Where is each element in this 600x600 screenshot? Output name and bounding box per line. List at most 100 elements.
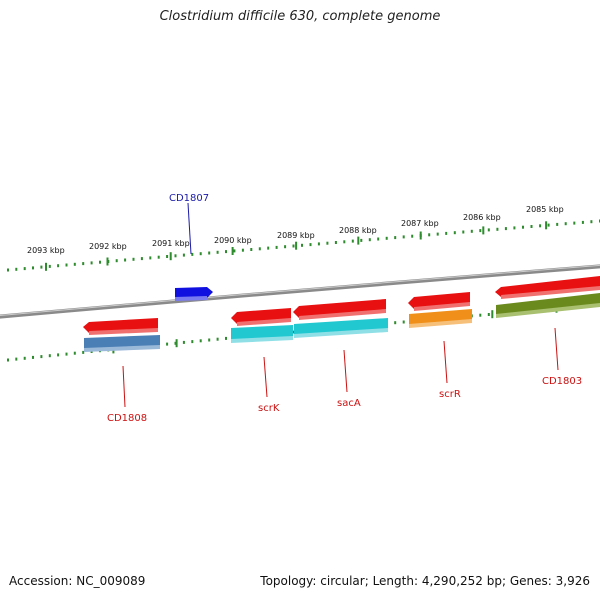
minor-tick [326,241,329,245]
scale-label-2087: 2087 kbp [401,219,439,228]
genome-stats: Topology: circular; Length: 4,290,252 bp… [260,574,590,588]
minor-tick [377,237,380,241]
major-tick [482,226,485,235]
minor-tick [581,220,584,224]
gene-sacA[interactable] [293,299,388,338]
minor-tick [65,263,68,267]
major-tick [545,221,548,230]
minor-tick [267,246,270,250]
minor-tick [445,231,448,235]
minor-tick [57,264,60,268]
gene-CD1808[interactable] [83,318,160,352]
minor-tick [48,264,51,268]
minor-tick [292,244,295,248]
gene-CD1803[interactable] [495,276,600,318]
major-tick [491,310,494,319]
minor-tick [208,338,211,342]
gene-scrK[interactable] [231,308,293,343]
length-label: Length: [372,574,419,588]
minor-tick [174,341,177,345]
gene-CD1808-leader [122,365,126,408]
topology-value: circular [320,574,365,588]
minor-tick [462,230,465,234]
minor-tick [32,266,34,270]
minor-tick [522,225,524,229]
gene-scrR-leader [443,340,448,384]
minor-tick [216,250,219,254]
minor-tick [15,357,18,361]
minor-tick [275,245,278,249]
major-tick [169,252,172,261]
gene-CD1807-leader [187,202,192,255]
minor-tick [556,222,559,226]
minor-tick [157,255,160,259]
minor-tick [7,358,9,362]
minor-tick [99,260,101,264]
accession-label: Accession: [9,574,73,588]
minor-tick [301,243,303,247]
minor-tick [65,352,68,356]
gene-label-CD1808: CD1808 [107,413,147,424]
map-title: Clostridium difficile 630, complete geno… [159,9,441,24]
minor-tick [73,262,76,266]
minor-tick [82,350,85,354]
scale-labels: 2093 kbp 2092 kbp 2091 kbp 2090 kbp 2089… [27,205,564,255]
minor-tick [436,232,439,236]
genome-backbone [0,264,600,319]
minor-tick [23,356,26,360]
gene-CD1807[interactable] [175,287,213,301]
minor-tick [334,241,337,244]
minor-tick [317,242,320,246]
minor-tick [57,353,60,357]
gene-label-scrR: scrR [439,389,461,400]
minor-tick [40,355,43,359]
gene-scrR[interactable] [408,292,472,328]
major-tick [45,262,47,271]
genes-value: 3,926 [555,574,590,588]
major-tick [419,231,422,240]
minor-tick [385,236,388,240]
minor-tick [343,240,346,244]
gene-label-scrK: scrK [258,403,280,414]
major-tick [357,236,360,245]
minor-tick [487,228,490,232]
minor-tick [292,330,295,334]
minor-tick [573,221,576,225]
major-tick [295,241,298,250]
major-tick [106,257,109,266]
minor-tick [23,267,26,271]
genome-backbone-highlight [0,264,600,317]
minor-tick [199,339,202,343]
minor-tick [470,229,473,233]
minor-tick [479,313,482,317]
minor-tick [149,256,152,260]
minor-tick [15,267,18,271]
minor-tick [166,255,169,258]
scale-label-2089: 2089 kbp [277,231,315,240]
minor-tick [250,248,253,251]
gene-label-CD1807: CD1807 [169,193,209,204]
minor-tick [124,258,127,262]
scale-label-2085: 2085 kbp [526,205,564,214]
scale-label-2090: 2090 kbp [214,236,252,245]
minor-tick [182,340,185,344]
minor-tick [225,250,227,254]
scale-label-2086: 2086 kbp [463,213,501,222]
scale-label-2091: 2091 kbp [152,239,190,248]
minor-tick [182,253,185,257]
minor-tick [82,262,85,266]
minor-tick [40,265,43,269]
minor-tick [191,252,194,256]
minor-tick [233,249,236,253]
minor-tick [496,227,499,231]
gene-label-sacA: sacA [337,398,361,409]
minor-tick [360,238,363,242]
scale-label-2088: 2088 kbp [339,226,377,235]
minor-tick [241,248,244,252]
minor-tick [73,351,76,355]
minor-tick [590,220,593,224]
minor-tick [7,268,9,272]
minor-tick [513,226,516,230]
topology-label: Topology: [260,574,317,588]
